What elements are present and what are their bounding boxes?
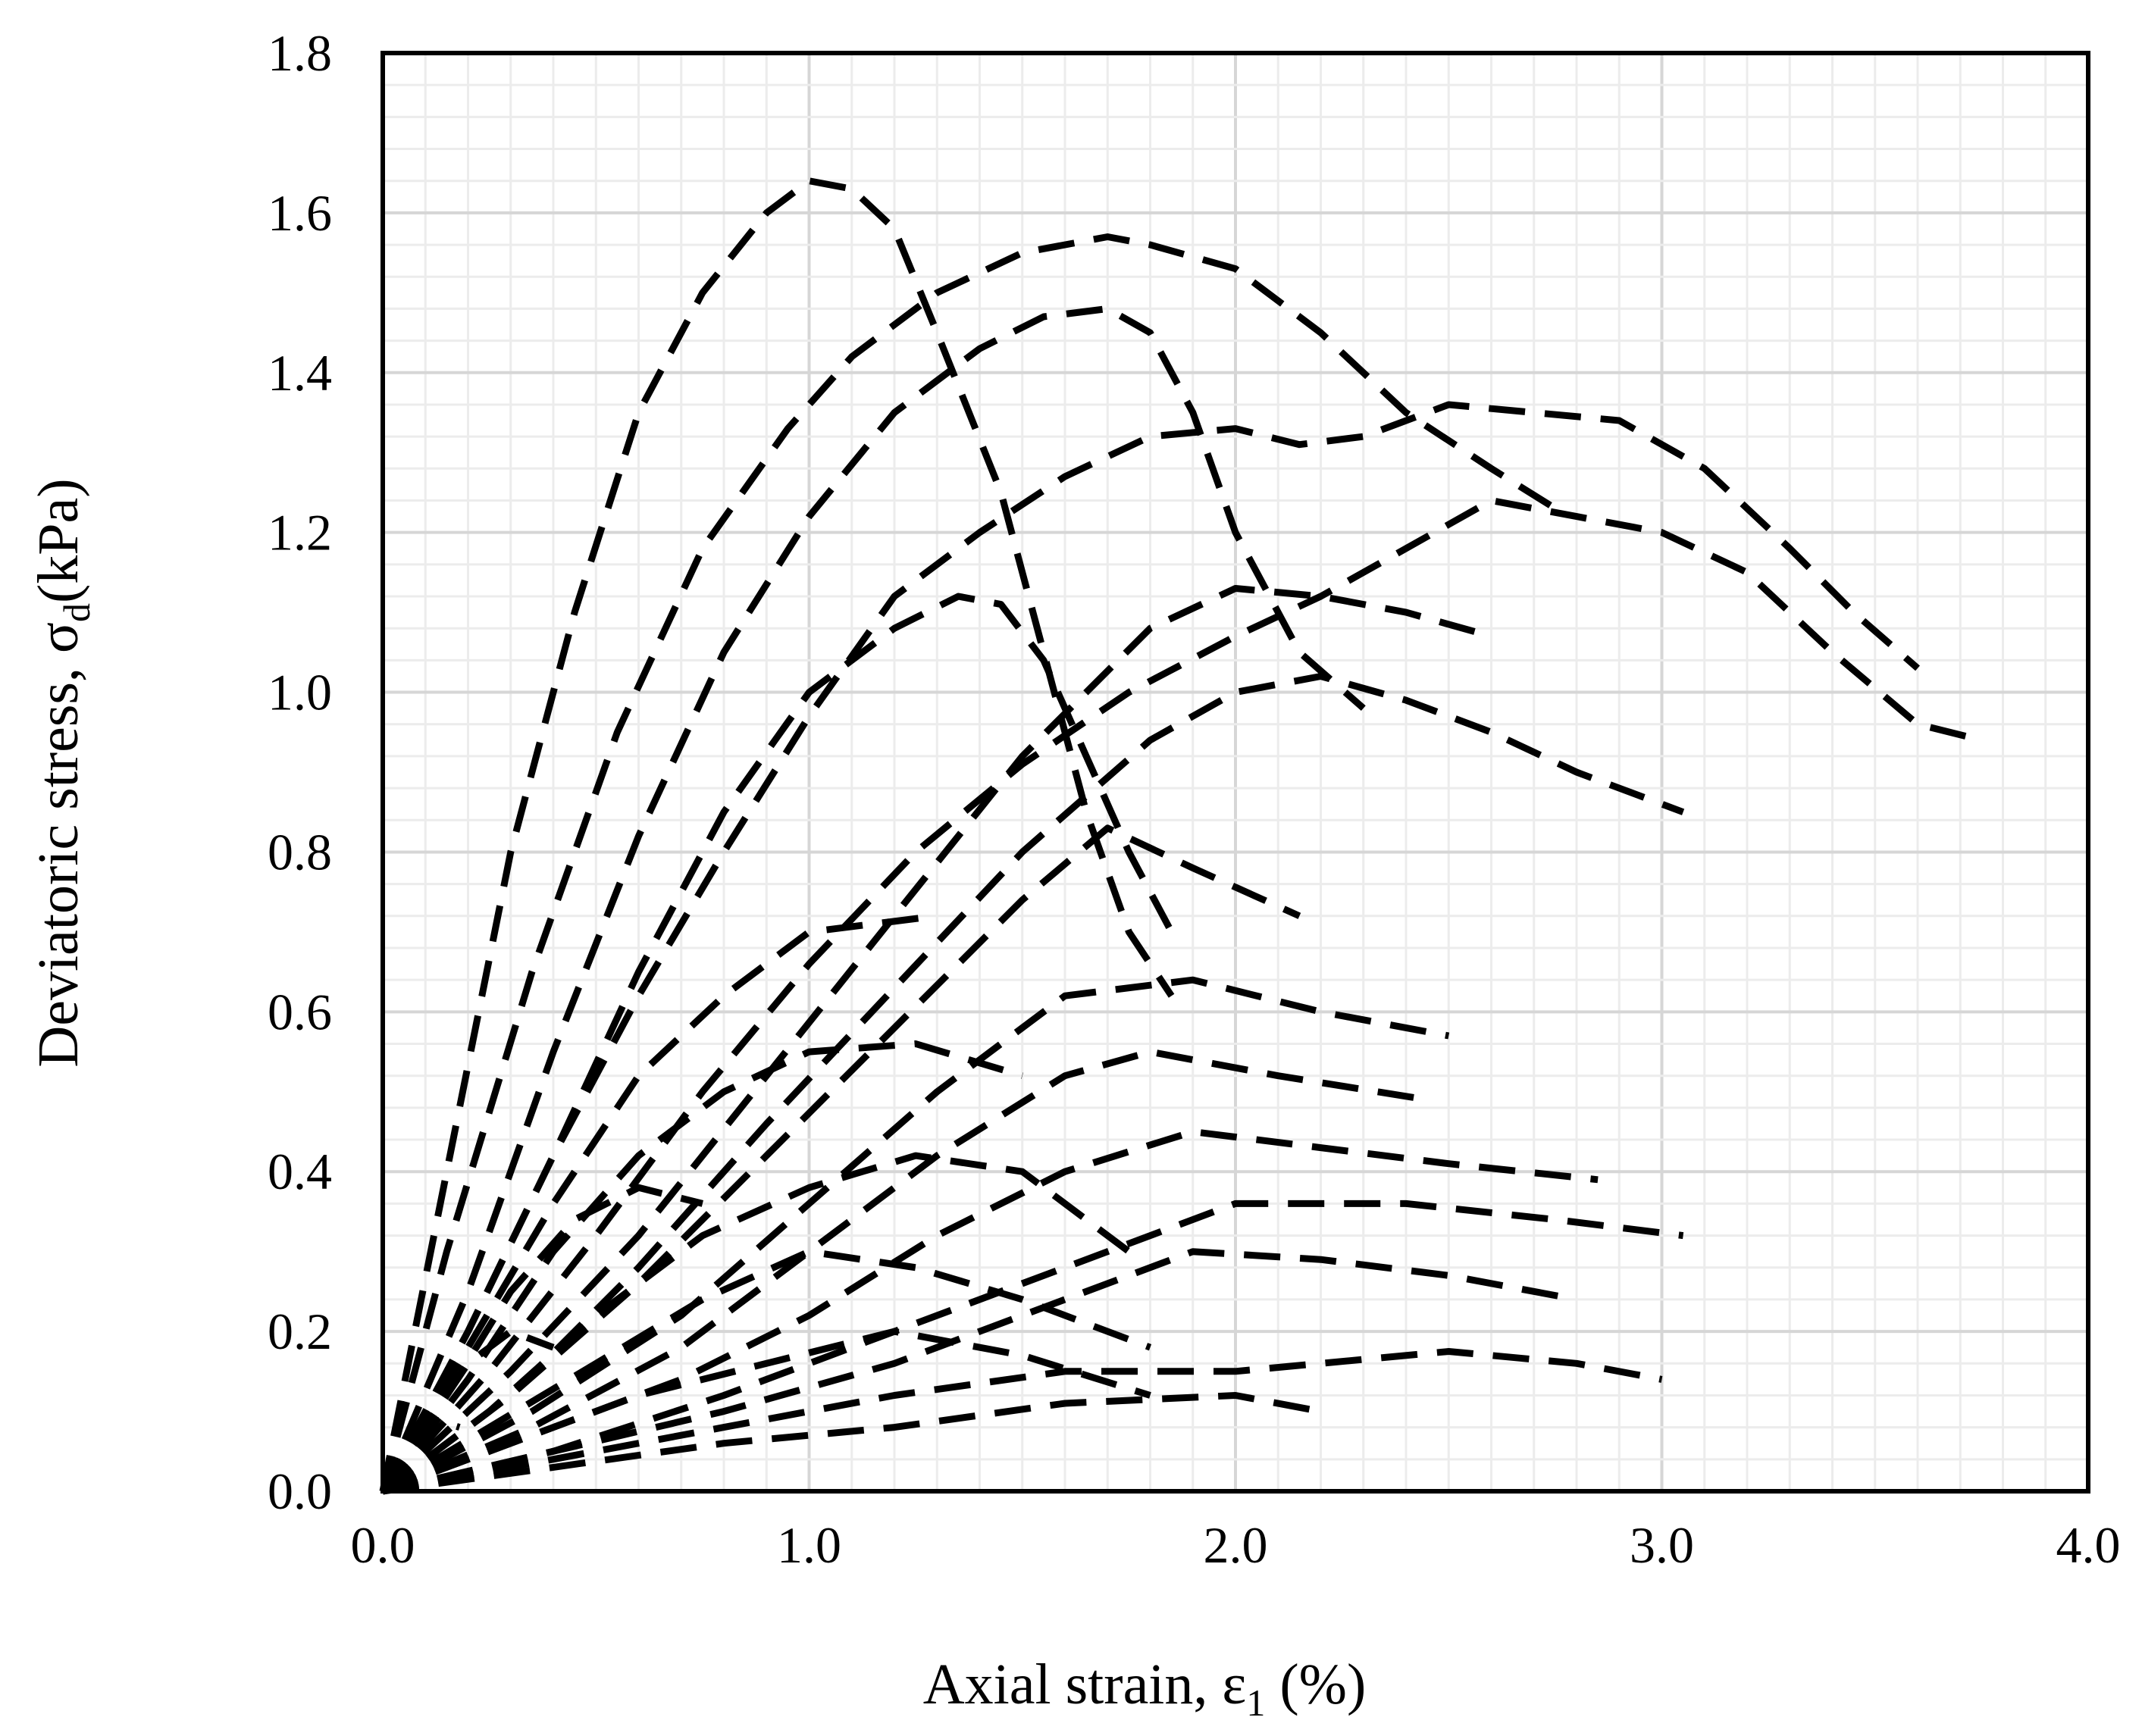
plot-frame [380,51,2090,1494]
y-tick-label: 0.6 [268,983,332,1040]
series-line-11 [381,1048,1428,1495]
x-tick-label: 2.0 [1204,1516,1268,1574]
y-tick-label: 0.0 [268,1462,332,1520]
series-line-5 [380,593,1175,1494]
series-line-16 [382,1392,1322,1495]
series-line-15 [382,1348,1663,1495]
x-tick-label: 4.0 [2056,1516,2121,1574]
series-line-6 [380,497,1983,1494]
series-layer [379,177,1983,1495]
y-tick-label: 0.8 [268,823,332,881]
y-tick-label: 1.6 [268,184,332,242]
series-line-17 [381,1328,1151,1495]
series-line-13 [381,1200,1684,1495]
series-line-10 [380,976,1450,1494]
y-tick-label: 1.2 [268,504,332,561]
series-line-2 [379,233,1558,1493]
series-line-4 [380,401,1920,1494]
x-tick-label: 1.0 [777,1516,841,1574]
series-line-18 [380,1248,1152,1494]
x-tick-label: 3.0 [1630,1516,1694,1574]
series-line-20 [380,1040,1024,1494]
y-tick-label: 0.2 [268,1303,332,1360]
series-line-9 [380,824,1301,1494]
series-line-3 [379,305,1366,1493]
y-tick-labels: 0.0 0.2 0.4 0.6 0.8 1.0 1.2 1.4 1.6 1.8 [268,24,332,1520]
x-tick-label: 0.0 [351,1516,415,1574]
x-axis-title: Axial strain, ε1 (%) [923,1653,1367,1724]
series-line-7 [380,585,1492,1494]
series-line-22 [380,1184,703,1494]
series-line-19 [380,1152,1132,1494]
y-tick-label: 0.4 [268,1143,332,1200]
y-axis-title: Deviatoric stress, σd(kPa) [27,478,98,1067]
y-tick-label: 1.0 [268,664,332,721]
series-line-25 [380,1463,411,1494]
series-line-14 [381,1248,1577,1495]
y-tick-label: 1.8 [268,24,332,82]
x-tick-labels: 0.0 1.0 2.0 3.0 4.0 [351,1516,2121,1574]
series-line-8 [380,673,1685,1494]
y-tick-label: 1.4 [268,344,332,402]
